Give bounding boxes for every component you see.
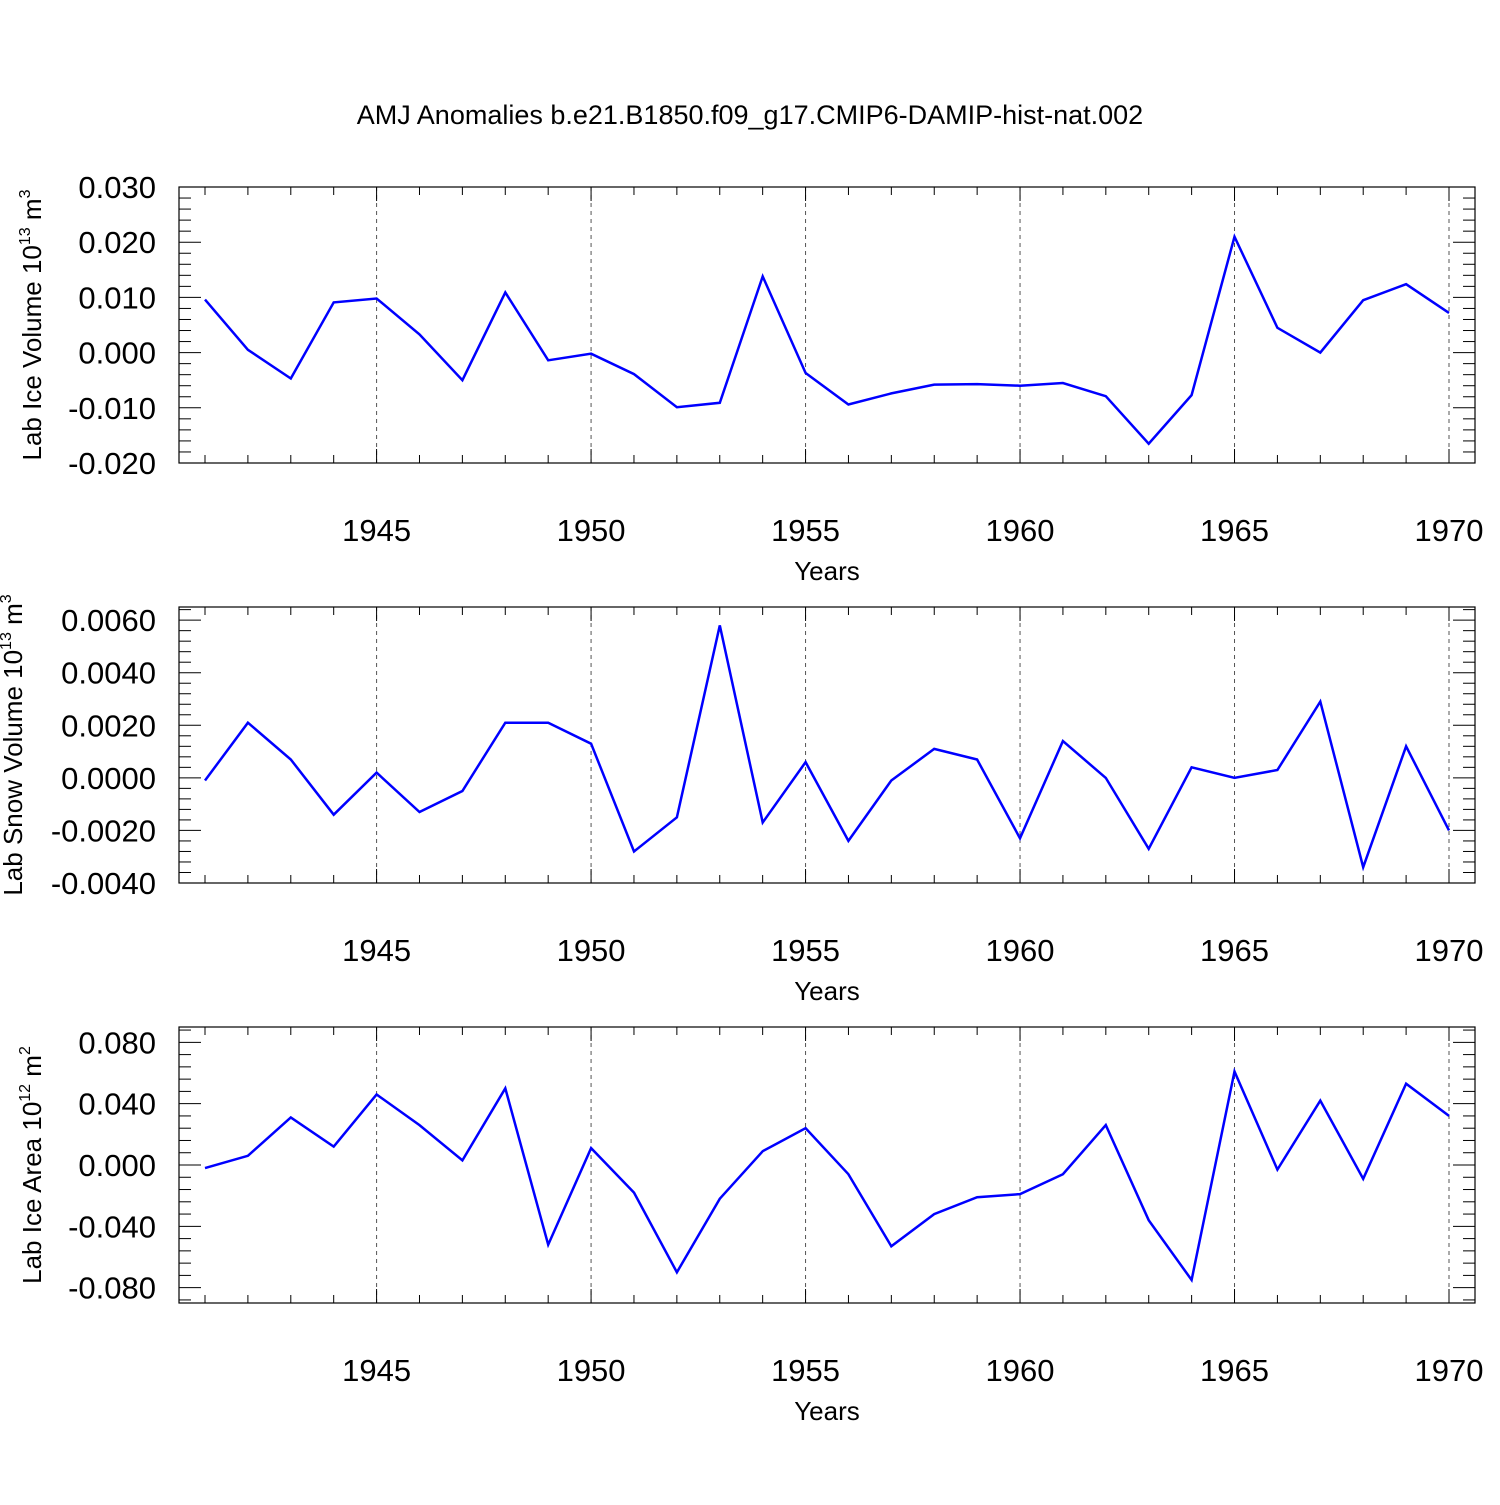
- x-tick-label: 1955: [771, 933, 840, 968]
- y-tick-label: 0.030: [78, 170, 156, 205]
- x-tick-label: 1970: [1415, 933, 1484, 968]
- y-tick-label: 0.000: [78, 1148, 156, 1183]
- plot-frame: [178, 186, 1476, 464]
- y-axis-label-exponent: 13: [0, 632, 15, 650]
- y-tick-label: 0.040: [78, 1087, 156, 1122]
- y-tick-label: 0.0020: [61, 708, 156, 743]
- x-tick-label: 1960: [986, 1353, 1055, 1388]
- x-tick-label: 1955: [771, 1353, 840, 1388]
- x-tick-label: 1955: [771, 513, 840, 548]
- y-tick-label: -0.0020: [51, 813, 156, 848]
- x-tick-label: 1970: [1415, 1353, 1484, 1388]
- panel-1: -0.020 -0.010 0.000 0.010 0.020 0.030 1945 1950…: [17, 170, 1483, 586]
- y-axis-label-unit-exponent: 3: [17, 189, 34, 198]
- y-axis-label-prefix: Lab Ice Volume 10: [17, 245, 47, 460]
- x-tick-label: 1960: [986, 933, 1055, 968]
- y-axis-label-prefix: Lab Snow Volume 10: [0, 650, 28, 896]
- x-tick-label: 1960: [986, 513, 1055, 548]
- y-tick-label: -0.080: [68, 1271, 156, 1306]
- y-axis-label-prefix: Lab Ice Area 10: [17, 1102, 47, 1284]
- y-axis-label-unit: m: [17, 198, 47, 227]
- x-axis-label: Years: [794, 556, 860, 586]
- y-tick-label: -0.020: [68, 446, 156, 481]
- x-tick-label: 1945: [342, 933, 411, 968]
- x-axis-label: Years: [794, 1396, 860, 1426]
- y-tick-label: 0.0040: [61, 656, 156, 691]
- y-tick-label: 0.0000: [61, 761, 156, 796]
- y-axis-label: Lab Ice Area 1012 m2: [17, 1046, 47, 1284]
- y-axis-label-unit: m: [0, 603, 28, 632]
- plot-frame: [178, 606, 1476, 884]
- y-axis-label-exponent: 13: [17, 227, 34, 245]
- y-axis-label-unit-exponent: 2: [17, 1046, 34, 1055]
- y-axis-label-exponent: 12: [17, 1084, 34, 1102]
- y-tick-label: -0.0040: [51, 866, 156, 901]
- y-tick-label: -0.010: [68, 391, 156, 426]
- series-line: [204, 1067, 1450, 1284]
- x-tick-label: 1950: [557, 933, 626, 968]
- series-line: [204, 233, 1450, 446]
- figure-title: AMJ Anomalies b.e21.B1850.f09_g17.CMIP6-…: [357, 100, 1143, 130]
- x-tick-label: 1950: [557, 1353, 626, 1388]
- x-tick-label: 1965: [1200, 933, 1269, 968]
- y-axis-label: Lab Snow Volume 1013 m3: [0, 594, 28, 895]
- y-tick-label: 0.0060: [61, 603, 156, 638]
- y-tick-label: 0.020: [78, 225, 156, 260]
- y-tick-label: -0.040: [68, 1209, 156, 1244]
- y-tick-label: 0.000: [78, 336, 156, 371]
- x-tick-label: 1945: [342, 513, 411, 548]
- x-tick-label: 1965: [1200, 1353, 1269, 1388]
- y-tick-label: 0.010: [78, 280, 156, 315]
- x-tick-label: 1970: [1415, 513, 1484, 548]
- series-line: [203, 625, 1451, 872]
- y-axis-label-unit: m: [17, 1055, 47, 1084]
- y-tick-label: 0.080: [78, 1025, 156, 1060]
- x-tick-label: 1950: [557, 513, 626, 548]
- panel-3: -0.080 -0.040 0.000 0.040 0.080 1945 1950 1955 1…: [17, 1025, 1483, 1426]
- x-axis-label: Years: [794, 976, 860, 1006]
- panel-2: -0.0040 -0.0020 0.0000 0.0020 0.0040 0.0060 19…: [0, 594, 1483, 1006]
- y-axis-label-unit-exponent: 3: [0, 594, 15, 603]
- y-axis-label: Lab Ice Volume 1013 m3: [17, 189, 47, 460]
- x-tick-label: 1945: [342, 1353, 411, 1388]
- x-tick-label: 1965: [1200, 513, 1269, 548]
